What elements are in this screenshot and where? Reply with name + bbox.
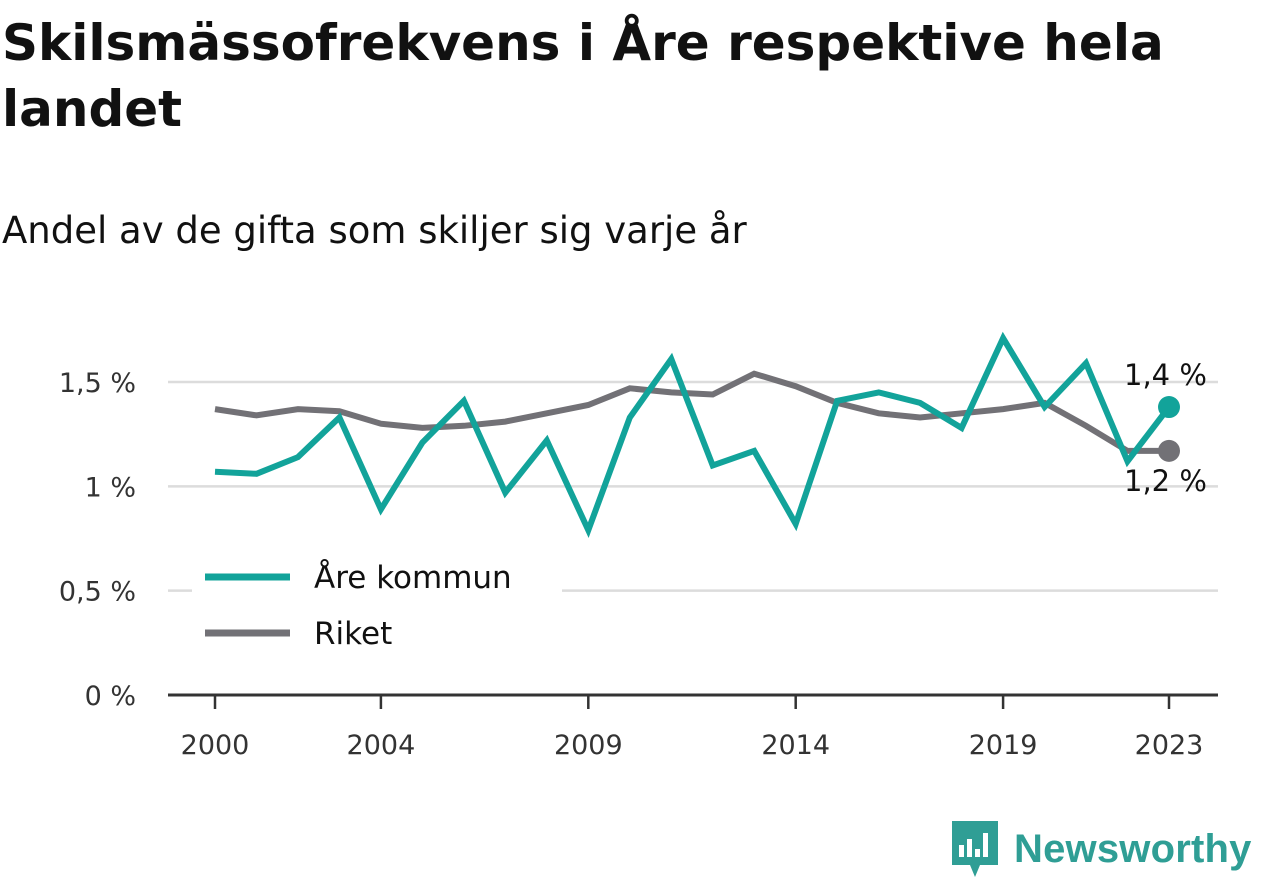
end-label-are-kommun: 1,4 % bbox=[1124, 358, 1207, 392]
y-tick-label: 1 % bbox=[85, 472, 136, 503]
newsworthy-logo-icon bbox=[952, 821, 998, 877]
y-tick-label: 0 % bbox=[85, 681, 136, 712]
x-tick-label: 2019 bbox=[969, 730, 1038, 761]
x-tick-label: 2009 bbox=[554, 730, 623, 761]
x-tick-label: 2014 bbox=[761, 730, 830, 761]
chart-subtitle: Andel av de gifta som skiljer sig varje … bbox=[2, 209, 747, 252]
legend: Åre kommun Riket bbox=[192, 545, 562, 665]
legend-background bbox=[192, 545, 562, 665]
y-axis-ticks: 0 % 0,5 % 1 % 1,5 % bbox=[59, 368, 136, 712]
end-labels: 1,4 % 1,2 % bbox=[1124, 358, 1207, 498]
x-tick-label: 2004 bbox=[347, 730, 416, 761]
legend-label-riket: Riket bbox=[314, 616, 392, 652]
series-lines bbox=[214, 331, 1180, 539]
brand-logo: Newsworthy bbox=[950, 818, 1252, 880]
chart-title: Skilsmässofrekvens i Åre respektive hela… bbox=[2, 14, 1164, 138]
legend-label-are-kommun: Åre kommun bbox=[314, 560, 512, 596]
end-point-are-kommun bbox=[1158, 396, 1180, 419]
y-tick-label: 0,5 % bbox=[59, 577, 136, 608]
series-line-riket bbox=[214, 370, 1169, 454]
x-tick-label: 2023 bbox=[1135, 730, 1204, 761]
end-label-riket: 1,2 % bbox=[1124, 464, 1207, 498]
series-line-are-kommun bbox=[214, 331, 1172, 539]
brand-name: Newsworthy bbox=[1014, 826, 1252, 871]
x-tick-label: 2000 bbox=[181, 730, 250, 761]
x-axis-ticks: 2000 2004 2009 2014 2019 2023 bbox=[181, 695, 1204, 761]
y-tick-label: 1,5 % bbox=[59, 368, 136, 399]
end-point-riket bbox=[1158, 439, 1180, 462]
